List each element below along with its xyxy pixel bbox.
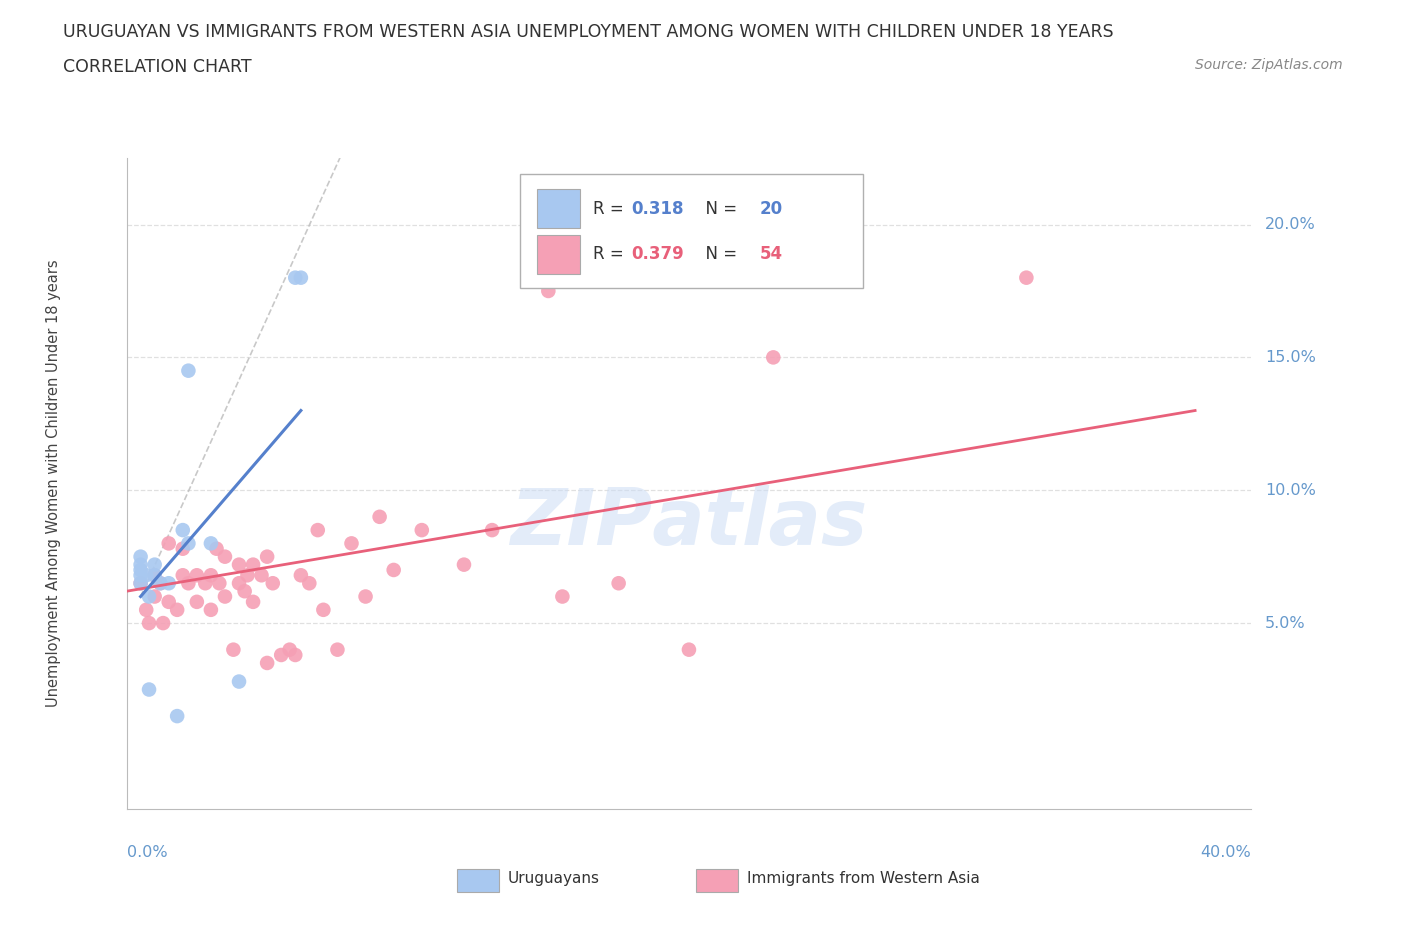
Point — [270, 647, 292, 662]
Point — [307, 523, 329, 538]
Point — [678, 643, 700, 658]
Point — [290, 568, 312, 583]
Point — [143, 557, 166, 572]
Point — [368, 510, 391, 525]
Point — [411, 523, 433, 538]
Point — [143, 589, 166, 604]
Point — [149, 576, 172, 591]
Point — [1015, 271, 1038, 286]
Point — [298, 576, 321, 591]
Point — [129, 550, 152, 565]
Point — [172, 568, 194, 583]
FancyBboxPatch shape — [520, 175, 863, 288]
Point — [143, 568, 166, 583]
Point — [157, 576, 180, 591]
Point — [166, 709, 188, 724]
Point — [481, 523, 503, 538]
Point — [228, 674, 250, 689]
Text: N =: N = — [695, 246, 742, 263]
Point — [129, 576, 152, 591]
Point — [256, 550, 278, 565]
Text: 10.0%: 10.0% — [1265, 483, 1316, 498]
Text: Source: ZipAtlas.com: Source: ZipAtlas.com — [1195, 58, 1343, 72]
Point — [236, 568, 259, 583]
Text: 20.0%: 20.0% — [1265, 217, 1316, 232]
Point — [284, 271, 307, 286]
Point — [242, 594, 264, 609]
Text: R =: R = — [593, 246, 630, 263]
Point — [250, 568, 273, 583]
Point — [340, 536, 363, 551]
Point — [262, 576, 284, 591]
Text: ZIP​atlas: ZIP​atlas — [510, 485, 868, 561]
Text: 54: 54 — [759, 246, 783, 263]
Text: Unemployment Among Women with Children Under 18 years: Unemployment Among Women with Children U… — [46, 259, 60, 708]
Point — [208, 576, 231, 591]
Point — [453, 557, 475, 572]
Point — [129, 568, 152, 583]
Point — [157, 536, 180, 551]
Point — [200, 536, 222, 551]
Point — [138, 589, 160, 604]
Point — [194, 576, 217, 591]
Text: 40.0%: 40.0% — [1201, 844, 1251, 860]
Point — [143, 568, 166, 583]
Point — [354, 589, 377, 604]
FancyBboxPatch shape — [537, 190, 579, 229]
Text: 0.379: 0.379 — [631, 246, 685, 263]
Point — [205, 541, 228, 556]
Point — [172, 523, 194, 538]
Point — [382, 563, 405, 578]
Point — [607, 576, 630, 591]
Point — [326, 643, 349, 658]
Text: 0.318: 0.318 — [631, 200, 685, 218]
Text: 20: 20 — [759, 200, 783, 218]
Point — [138, 616, 160, 631]
Point — [186, 568, 208, 583]
Text: 15.0%: 15.0% — [1265, 350, 1316, 365]
Point — [228, 576, 250, 591]
Point — [214, 589, 236, 604]
Text: 5.0%: 5.0% — [1265, 616, 1305, 631]
Point — [186, 594, 208, 609]
Point — [284, 647, 307, 662]
Text: URUGUAYAN VS IMMIGRANTS FROM WESTERN ASIA UNEMPLOYMENT AMONG WOMEN WITH CHILDREN: URUGUAYAN VS IMMIGRANTS FROM WESTERN ASI… — [63, 23, 1114, 41]
Point — [256, 656, 278, 671]
Text: Immigrants from Western Asia: Immigrants from Western Asia — [747, 871, 980, 886]
Point — [200, 603, 222, 618]
Point — [290, 271, 312, 286]
Point — [129, 557, 152, 572]
Point — [214, 550, 236, 565]
Point — [157, 594, 180, 609]
Point — [551, 589, 574, 604]
Point — [242, 557, 264, 572]
Point — [177, 536, 200, 551]
Point — [149, 576, 172, 591]
Point — [312, 603, 335, 618]
Point — [129, 576, 152, 591]
Point — [177, 364, 200, 379]
Point — [278, 643, 301, 658]
Point — [138, 682, 160, 697]
Point — [135, 603, 157, 618]
Point — [200, 568, 222, 583]
Text: N =: N = — [695, 200, 742, 218]
Point — [222, 643, 245, 658]
Point — [177, 576, 200, 591]
Point — [129, 563, 152, 578]
Point — [172, 541, 194, 556]
Point — [537, 284, 560, 299]
Point — [135, 568, 157, 583]
Text: R =: R = — [593, 200, 630, 218]
FancyBboxPatch shape — [537, 235, 579, 274]
Text: CORRELATION CHART: CORRELATION CHART — [63, 58, 252, 75]
Point — [233, 584, 256, 599]
Point — [166, 603, 188, 618]
Point — [152, 616, 174, 631]
Point — [762, 350, 785, 365]
Point — [228, 557, 250, 572]
Text: 0.0%: 0.0% — [127, 844, 167, 860]
Text: Uruguayans: Uruguayans — [508, 871, 599, 886]
